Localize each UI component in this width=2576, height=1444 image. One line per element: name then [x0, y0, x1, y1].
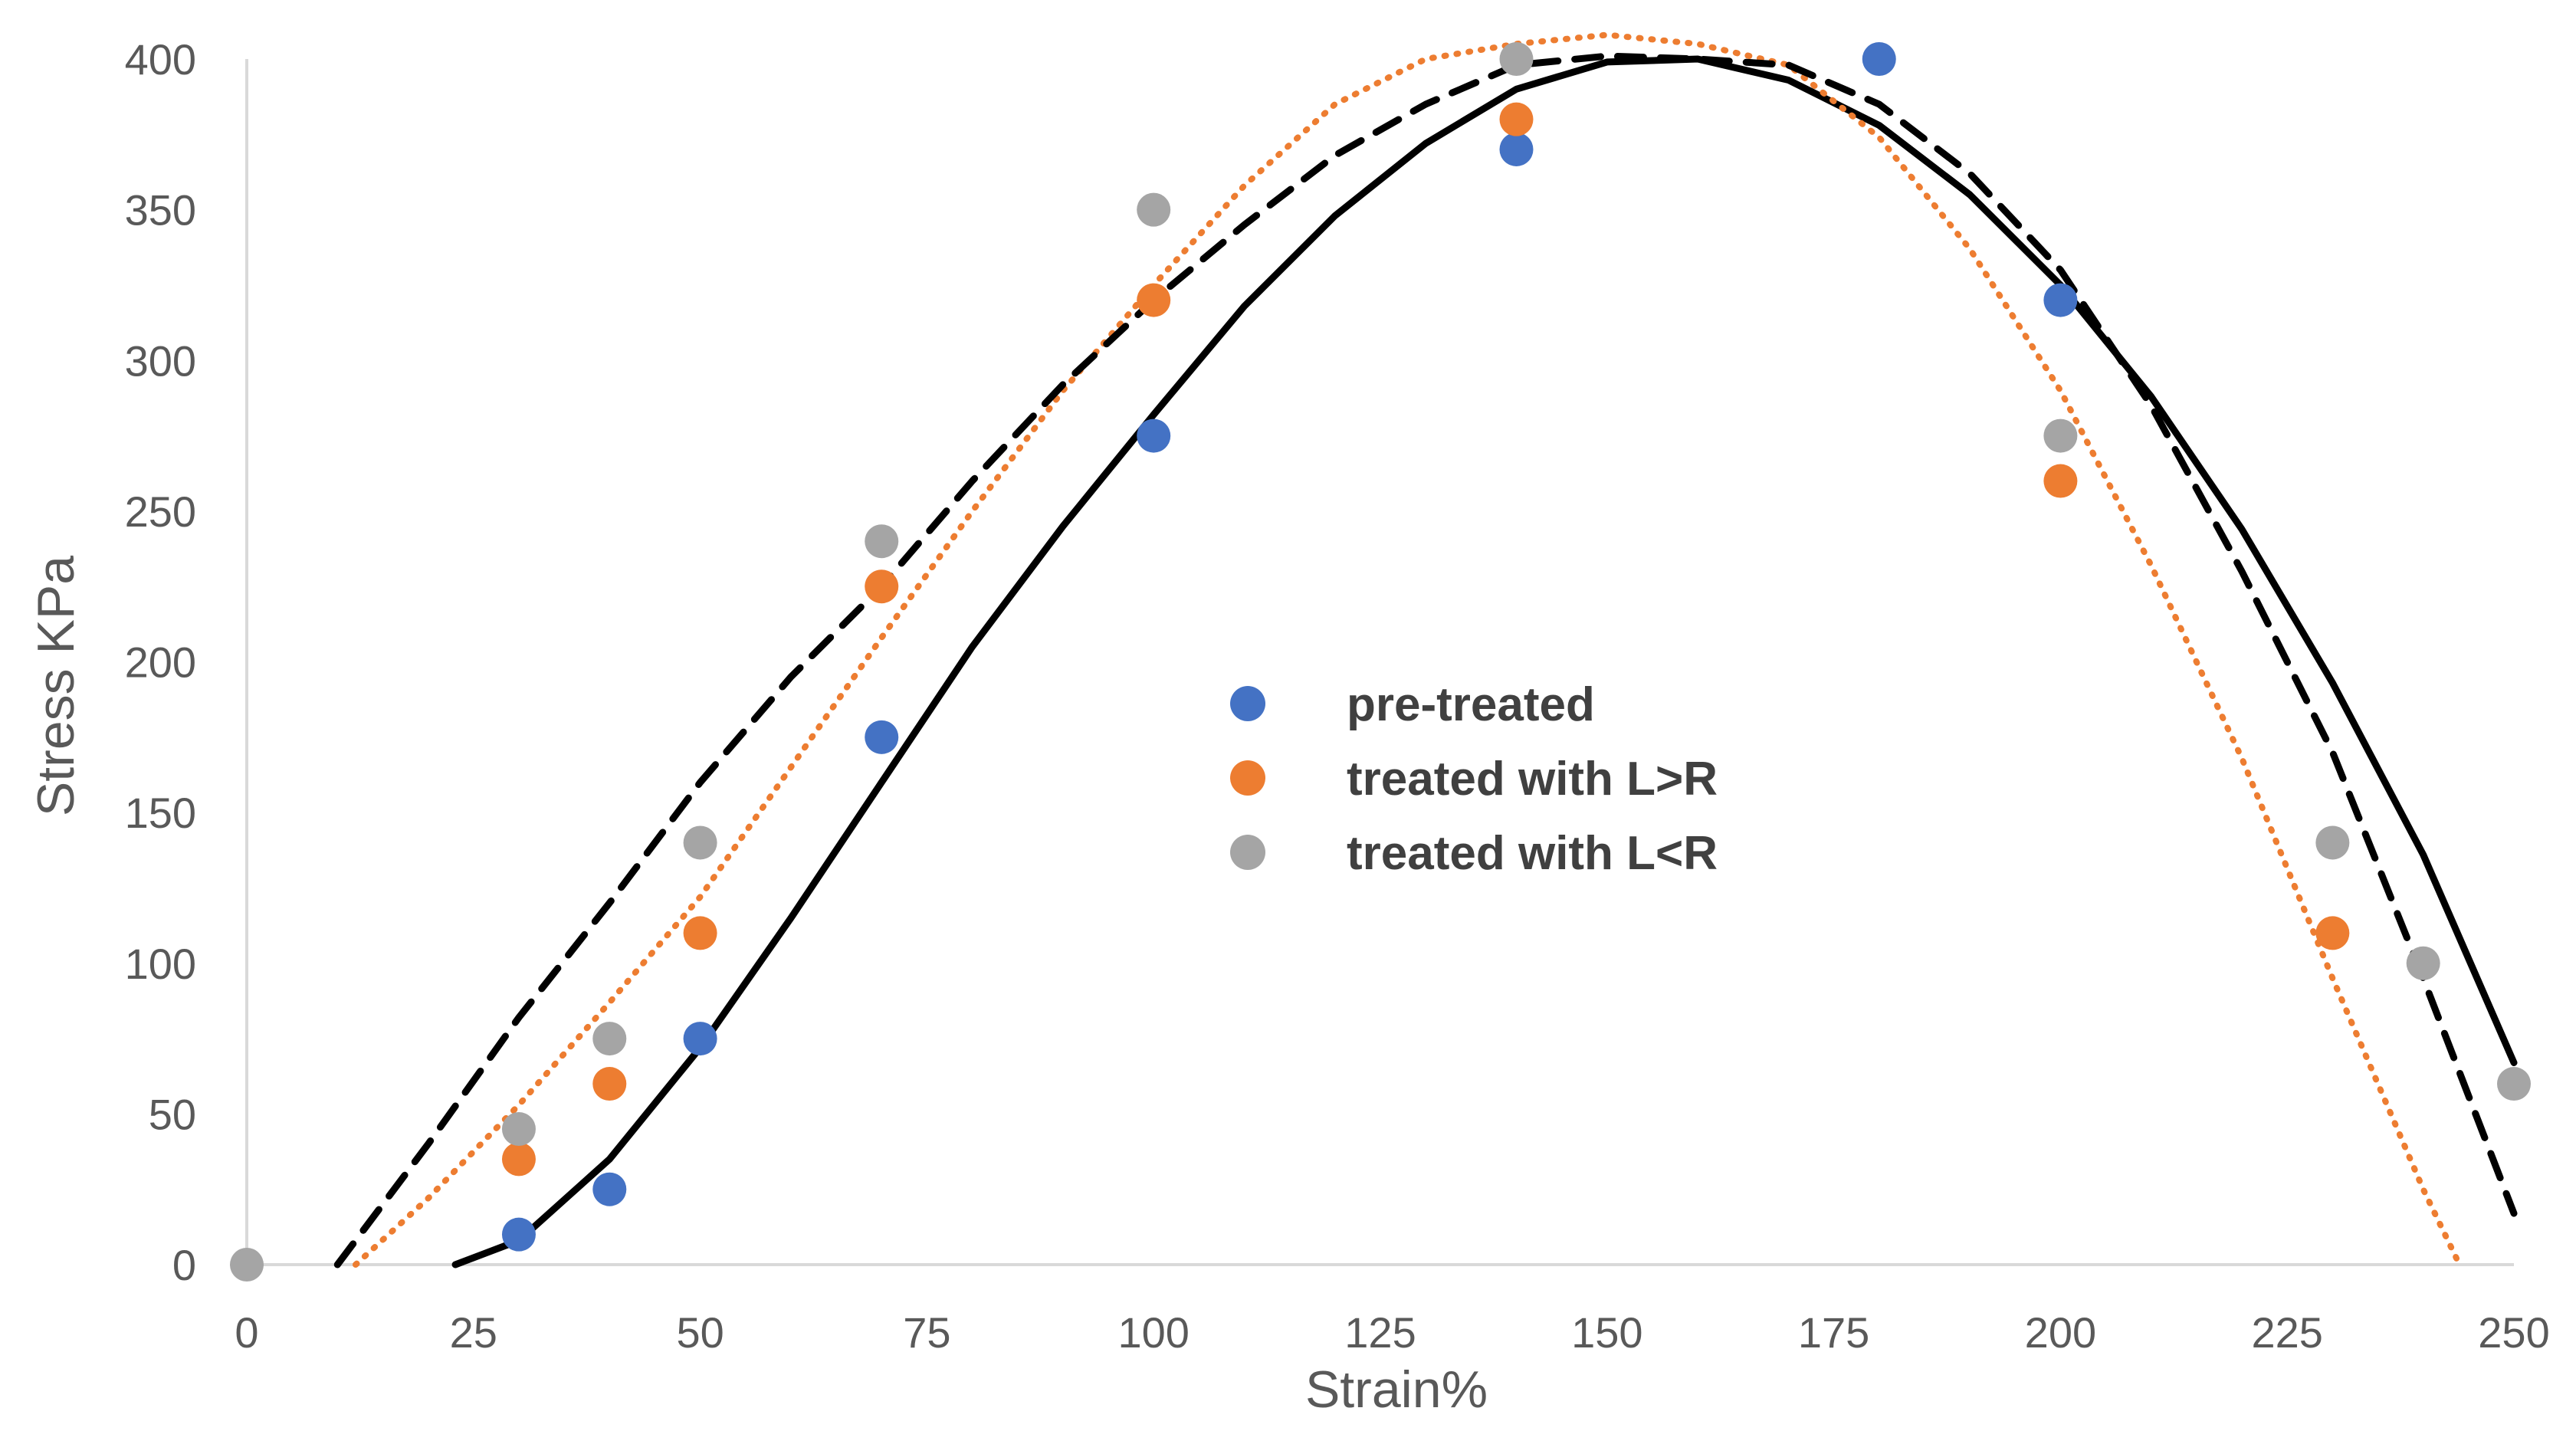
x-tick-labels: 0 25 50 75 100 125 150 175 200 225 250 [235, 1308, 2549, 1357]
y-tick-label: 200 [125, 638, 196, 687]
x-tick-label: 225 [2251, 1308, 2322, 1357]
data-point [2043, 464, 2078, 498]
data-point [683, 916, 717, 950]
data-point [592, 1022, 627, 1056]
x-axis-title: Strain% [1305, 1360, 1488, 1419]
x-tick-label: 25 [450, 1308, 497, 1357]
legend-label-treated-rl: treated with L<R [1347, 827, 1718, 880]
y-axis-title: Stress KPa [27, 556, 85, 816]
x-tick-label: 250 [2478, 1308, 2549, 1357]
data-point [865, 524, 899, 559]
x-tick-label: 75 [903, 1308, 950, 1357]
y-tick-label: 250 [125, 487, 196, 536]
legend-marker-treated-rl [1230, 835, 1265, 870]
trendline-dashed [333, 52, 2518, 1268]
y-tick-label: 400 [125, 35, 196, 84]
data-point [1137, 192, 1171, 227]
y-tick-label: 300 [125, 336, 196, 385]
x-tick-label: 150 [1571, 1308, 1642, 1357]
data-point [592, 1067, 627, 1101]
legend-label-treated-lr: treated with L>R [1347, 753, 1718, 806]
data-point [1499, 102, 1534, 136]
legend-marker-pre-treated [1230, 686, 1265, 721]
data-point [501, 1142, 536, 1177]
y-tick-label: 0 [172, 1241, 196, 1289]
data-point [1137, 283, 1171, 317]
data-point [592, 1172, 627, 1206]
legend-marker-treated-lr [1230, 760, 1265, 796]
data-point [2043, 418, 2078, 453]
data-point [1862, 42, 1896, 76]
data-point [2497, 1067, 2531, 1101]
data-point [1499, 42, 1534, 76]
data-point [1499, 132, 1534, 166]
legend-item-treated-rl: treated with L<R [1230, 827, 1718, 880]
series-points [230, 42, 2531, 1282]
data-point [2406, 946, 2440, 980]
data-point [683, 1022, 717, 1056]
series-points [501, 42, 2078, 1252]
data-point [1137, 418, 1171, 453]
x-tick-label: 125 [1344, 1308, 1416, 1357]
x-tick-label: 175 [1798, 1308, 1869, 1357]
data-point [2315, 916, 2350, 950]
x-tick-label: 100 [1117, 1308, 1189, 1357]
data-point [865, 569, 899, 604]
trendline-solid [451, 55, 2518, 1268]
trendline-dotted [353, 31, 2463, 1268]
series-points [501, 102, 2350, 1177]
data-point [501, 1112, 536, 1147]
legend: pre-treated treated with L>R treated wit… [1230, 678, 1718, 880]
data-point [230, 1248, 264, 1282]
y-tick-label: 150 [125, 789, 196, 837]
x-tick-label: 50 [676, 1308, 724, 1357]
data-point [865, 720, 899, 754]
data-points [230, 42, 2531, 1282]
legend-label-pre-treated: pre-treated [1347, 678, 1595, 731]
legend-item-pre-treated: pre-treated [1230, 678, 1595, 731]
data-point [2315, 825, 2350, 860]
data-point [501, 1217, 536, 1252]
data-point [683, 825, 717, 860]
y-tick-label: 50 [149, 1090, 196, 1138]
legend-item-treated-lr: treated with L>R [1230, 753, 1718, 806]
trendlines [333, 31, 2518, 1268]
data-point [2043, 283, 2078, 317]
x-tick-label: 0 [235, 1308, 258, 1357]
y-tick-label: 350 [125, 186, 196, 235]
x-tick-label: 200 [2025, 1308, 2096, 1357]
y-tick-labels: 0 50 100 150 200 250 300 350 400 [125, 35, 196, 1289]
y-tick-label: 100 [125, 940, 196, 988]
